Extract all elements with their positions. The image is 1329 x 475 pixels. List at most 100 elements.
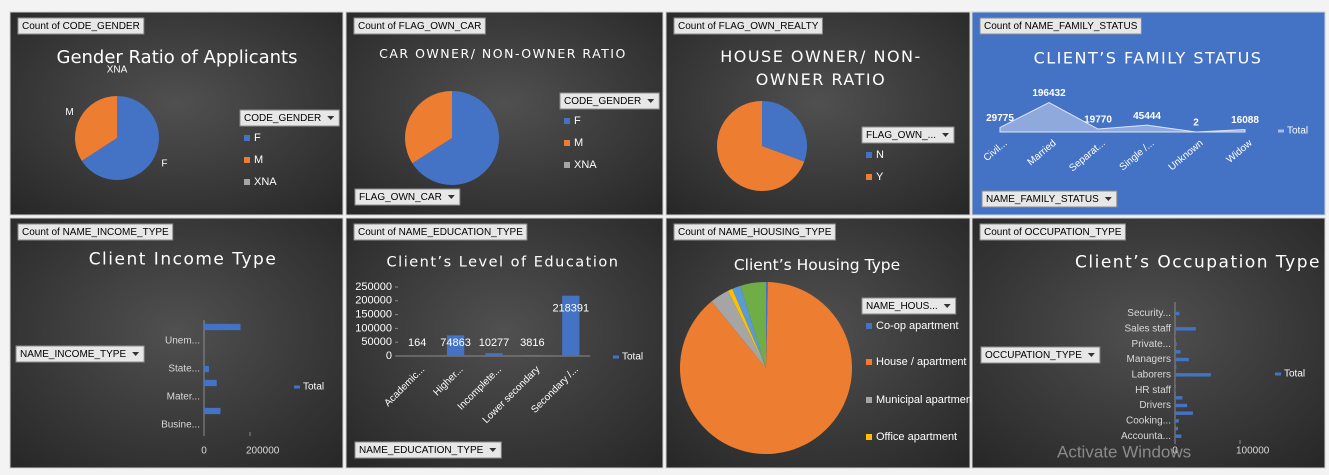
legend-swatch <box>1278 129 1284 133</box>
y-tick-label: Mater... <box>167 392 200 403</box>
legend-swatch <box>613 355 619 359</box>
dropdown-arrow <box>327 116 335 120</box>
pie-slice <box>404 91 452 164</box>
chart-panel <box>345 11 664 216</box>
legend-label: Total <box>1284 369 1305 380</box>
legend-label: Municipal apartment <box>876 394 975 406</box>
data-label: 3816 <box>520 337 544 349</box>
field-button: Count of FLAG_OWN_CAR <box>353 17 486 35</box>
field-button-label: Count of FLAG_OWN_CAR <box>358 21 481 32</box>
bar <box>1175 311 1180 316</box>
field-button-box <box>353 223 528 241</box>
legend-button-label: CODE_GENDER <box>244 113 321 124</box>
field-button-box <box>17 223 174 241</box>
filter-button-label: NAME_FAMILY_STATUS <box>986 194 1099 205</box>
bar <box>1175 342 1177 346</box>
x-tick-label: 0 <box>1172 446 1178 457</box>
bar <box>1175 396 1183 400</box>
legend-label: F <box>574 115 581 127</box>
field-button-box <box>979 17 1142 35</box>
legend-button-box <box>239 109 340 127</box>
filter-button[interactable]: FLAG_OWN_CAR <box>354 188 461 206</box>
bar <box>446 335 465 356</box>
bar <box>1175 365 1177 369</box>
legend-button[interactable]: CODE_GENDER <box>559 92 660 110</box>
dropdown-arrow <box>447 195 455 199</box>
x-tick-label: 200000 <box>246 446 280 457</box>
y-tick-label: Cooking... <box>1126 415 1171 426</box>
field-button: Count of OCCUPATION_TYPE <box>979 223 1126 241</box>
y-tick-label: HR staff <box>1135 385 1171 396</box>
y-tick-label: Busine... <box>161 420 200 431</box>
data-label: 218391 <box>552 303 589 315</box>
data-label: 19770 <box>1084 115 1112 126</box>
slice-label: M <box>65 107 73 118</box>
chart-panel <box>665 11 971 216</box>
field-button: Count of NAME_INCOME_TYPE <box>17 223 174 241</box>
filter-button[interactable]: NAME_EDUCATION_TYPE <box>354 441 502 459</box>
y-tick-label: Managers <box>1127 354 1171 365</box>
legend-swatch <box>244 135 250 141</box>
legend-swatch <box>866 359 872 365</box>
pie-slice <box>711 290 766 368</box>
y-tick-label: Security... <box>1127 308 1171 319</box>
pie-slice <box>766 282 768 368</box>
filter-button[interactable]: OCCUPATION_TYPE <box>980 346 1101 364</box>
dropdown-arrow <box>489 448 497 452</box>
legend-swatch <box>866 434 872 440</box>
filter-button-box <box>15 345 145 363</box>
legend-label: M <box>254 154 263 166</box>
legend-label: Total <box>1287 126 1308 137</box>
x-tick-label: 0 <box>201 446 207 457</box>
dropdown-arrow <box>647 99 655 103</box>
y-tick-label: Accounta... <box>1121 431 1171 442</box>
legend-label: XNA <box>574 159 597 171</box>
filter-button-label: OCCUPATION_TYPE <box>985 350 1082 361</box>
pie-slice <box>732 285 766 368</box>
field-button-label: Count of NAME_HOUSING_TYPE <box>678 227 832 238</box>
field-button-label: Count of FLAG_OWN_REALTY <box>678 21 819 32</box>
legend-label: Total <box>622 352 643 363</box>
pie-slice <box>762 101 807 162</box>
chart-title: Client’s Level of Education <box>386 254 620 271</box>
field-button-label: Count of NAME_FAMILY_STATUS <box>984 21 1138 32</box>
filter-button[interactable]: NAME_FAMILY_STATUS <box>981 190 1118 208</box>
legend-button-box <box>861 126 955 144</box>
bar <box>1175 403 1188 408</box>
bar <box>204 407 221 415</box>
field-button: Count of NAME_EDUCATION_TYPE <box>353 223 528 241</box>
legend-button[interactable]: CODE_GENDER <box>239 109 340 127</box>
legend-swatch <box>564 162 570 168</box>
filter-button[interactable]: NAME_INCOME_TYPE <box>15 345 145 363</box>
bar <box>1175 350 1181 354</box>
legend-label: Total <box>303 382 324 393</box>
legend-label: N <box>876 149 884 161</box>
legend-swatch <box>244 157 250 163</box>
chart-panel <box>971 217 1326 469</box>
legend-button[interactable]: FLAG_OWN_... <box>861 126 955 144</box>
filter-button-box <box>980 346 1101 364</box>
pie-slice <box>728 288 766 368</box>
legend-swatch <box>564 118 570 124</box>
bar <box>1175 357 1189 362</box>
legend-label: F <box>254 132 261 144</box>
chart-title: Gender Ratio of Applicants <box>56 46 298 68</box>
legend-swatch <box>244 179 250 185</box>
legend-label: M <box>574 137 583 149</box>
area <box>999 101 1246 133</box>
windows-watermark: Activate Windows <box>1057 442 1191 461</box>
bar <box>1175 327 1196 331</box>
data-label: 45444 <box>1133 111 1161 122</box>
chart-title: Client Income Type <box>88 249 278 270</box>
bar <box>1175 304 1176 308</box>
legend-swatch <box>866 152 872 158</box>
field-button: Count of NAME_FAMILY_STATUS <box>979 17 1142 35</box>
chart-title: CLIENT’S FAMILY STATUS <box>1033 48 1263 68</box>
legend-button-label: NAME_HOUS... <box>866 301 938 312</box>
legend-button[interactable]: NAME_HOUS... <box>861 297 957 315</box>
pie-slice <box>75 96 117 161</box>
dropdown-arrow <box>943 304 951 308</box>
legend-swatch <box>866 397 872 403</box>
filter-button-box <box>981 190 1118 208</box>
